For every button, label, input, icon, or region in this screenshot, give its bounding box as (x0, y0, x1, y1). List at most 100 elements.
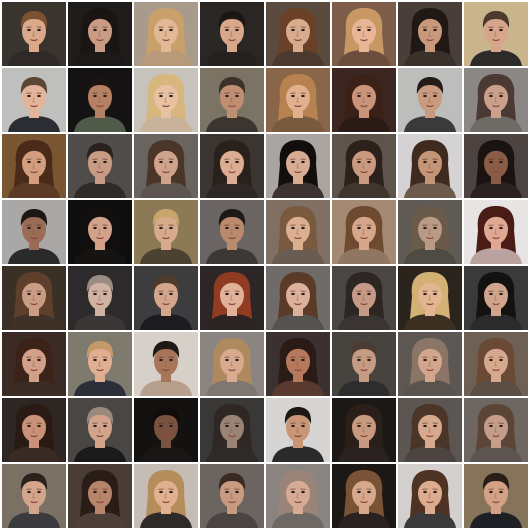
shoulders (206, 50, 258, 66)
right-eye (301, 490, 305, 494)
hair-top (20, 11, 48, 28)
shoulders (470, 446, 522, 462)
left-eye (291, 160, 295, 164)
shoulders (470, 314, 522, 330)
left-eye (489, 28, 493, 32)
hair-top (482, 11, 510, 28)
face-tile-r8-c6 (332, 464, 396, 528)
hair-top (218, 342, 246, 362)
shoulders (8, 116, 60, 132)
shoulders (338, 248, 390, 264)
face-tile-r3-c1 (2, 134, 66, 198)
shoulders (74, 380, 126, 396)
left-eye (27, 94, 31, 98)
face-portrait (464, 134, 528, 198)
left-eye (489, 424, 493, 428)
left-eye (423, 490, 427, 494)
face-tile-r5-c6 (332, 266, 396, 330)
shoulders (74, 50, 126, 66)
nose (296, 162, 299, 169)
right-eye (367, 94, 371, 98)
face-portrait (464, 398, 528, 462)
face-tile-r7-c4 (200, 398, 264, 462)
face-portrait (200, 464, 264, 528)
shoulders (140, 314, 192, 330)
face-portrait (2, 134, 66, 198)
face-tile-r1-c1 (2, 2, 66, 66)
face-tile-r8-c8 (464, 464, 528, 528)
nose (362, 228, 365, 235)
nose (494, 162, 497, 169)
shoulders (404, 380, 456, 396)
left-eye (423, 424, 427, 428)
nose (362, 294, 365, 301)
nose (362, 426, 365, 433)
shoulders (470, 50, 522, 66)
shoulders (272, 182, 324, 198)
hair-top (416, 408, 444, 428)
mouth (228, 500, 236, 504)
left-eye (93, 490, 97, 494)
left-eye (291, 292, 295, 296)
face-portrait (68, 332, 132, 396)
hair-top (416, 210, 444, 230)
shoulders (140, 50, 192, 66)
hair-top (86, 474, 114, 494)
face-portrait (134, 464, 198, 528)
mouth (30, 38, 38, 42)
mouth (492, 104, 500, 108)
face-tile-r6-c5 (266, 332, 330, 396)
face-portrait (464, 464, 528, 528)
hair-top (416, 276, 444, 296)
nose (428, 162, 431, 169)
mouth (96, 368, 104, 372)
mouth (294, 368, 302, 372)
face-portrait (134, 2, 198, 66)
face-tile-r5-c2 (68, 266, 132, 330)
face-portrait (2, 266, 66, 330)
nose (164, 228, 167, 235)
right-eye (37, 424, 41, 428)
face-portrait (68, 266, 132, 330)
hair-top (218, 11, 246, 28)
mouth (426, 500, 434, 504)
nose (32, 162, 35, 169)
shoulders (272, 446, 324, 462)
face-portrait (68, 68, 132, 132)
right-eye (169, 94, 173, 98)
nose (164, 426, 167, 433)
left-eye (489, 226, 493, 230)
left-eye (27, 490, 31, 494)
shoulders (272, 380, 324, 396)
hair-top (350, 474, 378, 494)
right-eye (103, 94, 107, 98)
hair-top (20, 77, 48, 94)
mouth (294, 38, 302, 42)
mouth (360, 170, 368, 174)
face-portrait (2, 68, 66, 132)
mouth (96, 500, 104, 504)
nose (230, 360, 233, 367)
nose (98, 228, 101, 235)
shoulders (470, 116, 522, 132)
mouth (162, 434, 170, 438)
shoulders (140, 380, 192, 396)
left-eye (291, 424, 295, 428)
shoulders (404, 446, 456, 462)
right-eye (301, 226, 305, 230)
face-tile-r8-c1 (2, 464, 66, 528)
mouth (228, 104, 236, 108)
nose (32, 294, 35, 301)
hair-top (416, 144, 444, 164)
right-eye (301, 160, 305, 164)
shoulders (272, 248, 324, 264)
face-tile-r7-c8 (464, 398, 528, 462)
right-eye (103, 490, 107, 494)
nose (428, 426, 431, 433)
right-eye (235, 160, 239, 164)
face-portrait (134, 68, 198, 132)
left-eye (489, 358, 493, 362)
nose (494, 426, 497, 433)
shoulders (8, 380, 60, 396)
left-eye (423, 94, 427, 98)
